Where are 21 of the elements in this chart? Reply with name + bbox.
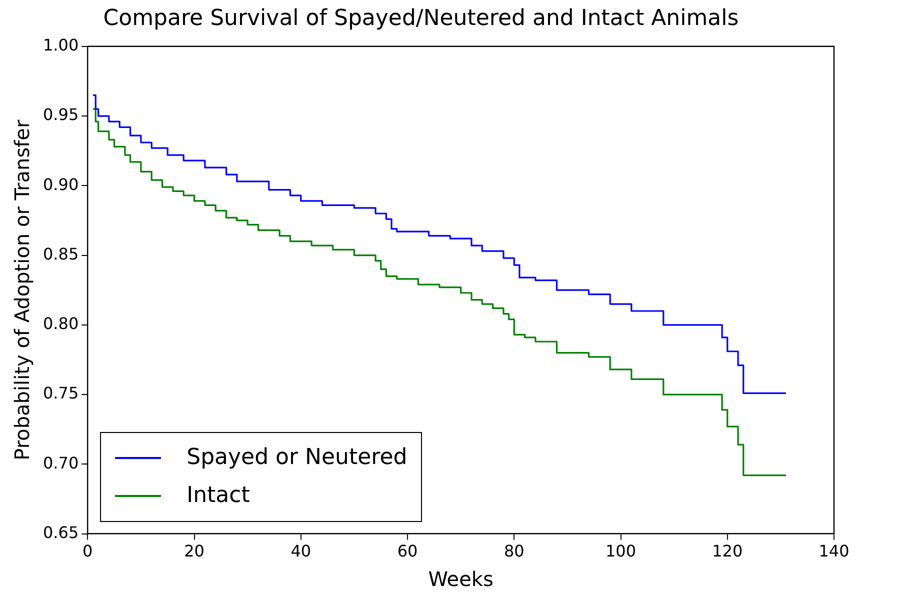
x-tick-label: 60 xyxy=(397,542,418,561)
x-tick-label: 120 xyxy=(712,542,743,561)
chart-title: Compare Survival of Spayed/Neutered and Intact Animals xyxy=(103,6,739,31)
x-tick-label: 40 xyxy=(290,542,312,561)
x-axis-title: Weeks xyxy=(428,567,494,592)
y-tick-label: 0.65 xyxy=(43,522,79,542)
x-tick-label: 140 xyxy=(818,542,850,561)
y-tick-label: 1.00 xyxy=(43,36,79,55)
legend-label: Intact xyxy=(186,483,250,508)
y-tick-label: 0.95 xyxy=(43,105,79,124)
y-tick-label: 0.70 xyxy=(43,453,79,472)
y-tick-label: 0.75 xyxy=(43,384,79,403)
y-tick-label: 0.85 xyxy=(43,244,79,264)
x-tick-label: 20 xyxy=(184,542,204,561)
x-tick-label: 100 xyxy=(605,542,636,561)
y-tick-label: 0.90 xyxy=(43,174,79,194)
y-axis-title: Probability of Adoption or Transfer xyxy=(10,119,34,460)
legend-label: Spayed or Neutered xyxy=(186,445,408,470)
y-tick-label: 0.80 xyxy=(43,314,79,334)
x-tick-label: 80 xyxy=(504,542,524,561)
x-tick-label: 0 xyxy=(82,542,93,561)
